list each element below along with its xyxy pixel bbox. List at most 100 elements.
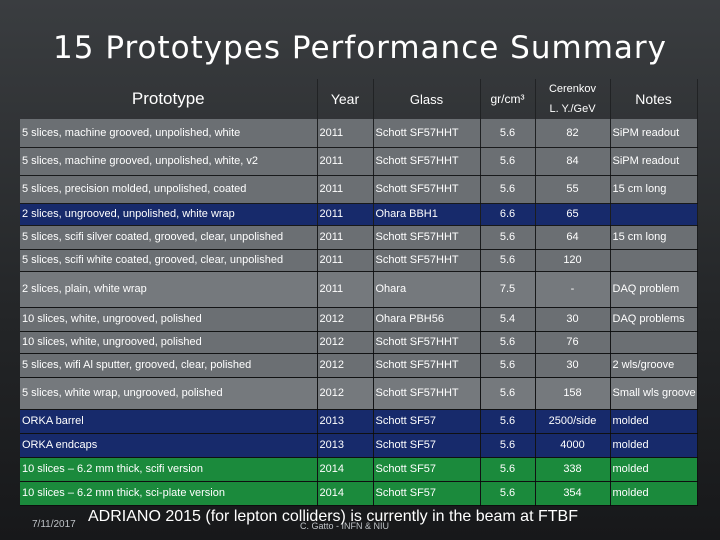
cell-glass: Ohara BBH1 [373,203,481,226]
cell-density: 5.6 [480,175,536,204]
table-row: 5 slices, machine grooved, unpolished, w… [20,119,698,148]
cell-year: 2013 [317,433,374,458]
table-row: 2 slices, plain, white wrap 2011 Ohara 7.5-… [20,271,698,308]
table-row: 5 slices, white wrap, ungrooved, polishe… [20,377,698,410]
table-row: 5 slices, precision molded, unpolished, … [20,175,698,204]
cell-notes [610,249,698,272]
cell-prototype: 5 slices, machine grooved, unpolished, w… [20,119,318,148]
cell-glass: Schott SF57HHT [373,119,481,148]
cell-prototype: 5 slices, white wrap, ungrooved, polishe… [20,377,318,410]
table-body: 5 slices, machine grooved, unpolished, w… [20,119,698,506]
cell-prototype: 5 slices, wifi Al sputter, grooved, clea… [20,353,318,378]
cell-prototype: 10 slices – 6.2 mm thick, scifi version [20,457,318,482]
cell-year: 2013 [317,409,374,434]
cell-density: 5.6 [480,457,536,482]
cell-ly: - [535,271,611,308]
cell-ly: 76 [535,331,611,354]
cell-notes: molded [610,457,698,482]
prototypes-table: Prototype Year Glass gr/cm³ Cerenkov L. … [20,79,698,506]
cell-ly: 120 [535,249,611,272]
cell-year: 2012 [317,331,374,354]
cell-notes: DAQ problem [610,271,698,308]
cell-year: 2012 [317,377,374,410]
cell-prototype: 5 slices, scifi white coated, grooved, c… [20,249,318,272]
table-row: 5 slices, machine grooved, unpolished, w… [20,147,698,176]
cell-year: 2011 [317,119,374,148]
cell-density: 5.6 [480,433,536,458]
slide-title: 15 Prototypes Performance Summary [53,30,667,66]
cell-density: 5.6 [480,377,536,410]
cell-year: 2011 [317,249,374,272]
cell-density: 5.6 [480,353,536,378]
cell-year: 2011 [317,175,374,204]
footer-date: 7/11/2017 [32,519,76,530]
table-row: 5 slices, scifi silver coated, grooved, … [20,225,698,250]
cell-ly: 4000 [535,433,611,458]
cell-ly: 158 [535,377,611,410]
cell-density: 5.6 [480,147,536,176]
cell-year: 2012 [317,307,374,332]
cell-ly: 30 [535,307,611,332]
cell-glass: Schott SF57 [373,481,481,506]
table-row: 5 slices, scifi white coated, grooved, c… [20,249,698,272]
cell-year: 2012 [317,353,374,378]
cell-ly: 354 [535,481,611,506]
cell-glass: Schott SF57HHT [373,353,481,378]
header-glass: Glass [373,79,481,119]
cell-glass: Schott SF57 [373,409,481,434]
header-year: Year [317,79,374,119]
cell-prototype: 5 slices, scifi silver coated, grooved, … [20,225,318,250]
cell-density: 6.6 [480,203,536,226]
cell-density: 5.6 [480,249,536,272]
cell-glass: Ohara [373,271,481,308]
cell-ly: 55 [535,175,611,204]
cell-year: 2011 [317,225,374,250]
cell-prototype: ORKA barrel [20,409,318,434]
cell-notes [610,203,698,226]
cell-ly: 84 [535,147,611,176]
cell-ly: 2500/side [535,409,611,434]
cell-ly: 30 [535,353,611,378]
cell-glass: Schott SF57HHT [373,175,481,204]
cell-glass: Schott SF57 [373,457,481,482]
cell-year: 2011 [317,271,374,308]
cell-notes: molded [610,481,698,506]
footer-main-text: ADRIANO 2015 (for lepton colliders) is c… [88,508,578,525]
table-row: 10 slices, white, ungrooved, polished 201… [20,307,698,332]
cell-notes: molded [610,433,698,458]
table-row: 10 slices – 6.2 mm thick, scifi version 2… [20,457,698,482]
cell-notes [610,331,698,354]
cell-ly: 65 [535,203,611,226]
cell-notes: SiPM readout [610,119,698,148]
cell-year: 2014 [317,481,374,506]
cell-year: 2014 [317,457,374,482]
cell-notes: 15 cm long [610,225,698,250]
cell-prototype: 5 slices, precision molded, unpolished, … [20,175,318,204]
cell-density: 5.6 [480,409,536,434]
table-row: ORKA endcaps 2013 Schott SF57 5.6 4000 molded [20,433,698,458]
cell-density: 5.6 [480,119,536,148]
cell-density: 5.4 [480,307,536,332]
cell-density: 7.5 [480,271,536,308]
header-cerenkov-line2: L. Y./GeV [549,103,596,115]
table-row: 5 slices, wifi Al sputter, grooved, clea… [20,353,698,378]
table-row: ORKA barrel 2013 Schott SF57 5.6 2500/side mo… [20,409,698,434]
cell-glass: Schott SF57 [373,433,481,458]
cell-prototype: 2 slices, plain, white wrap [20,271,318,308]
cell-density: 5.6 [480,481,536,506]
footer-author: C. Gatto - INFN & NIU [300,521,390,531]
cell-prototype: ORKA endcaps [20,433,318,458]
cell-year: 2011 [317,203,374,226]
cell-prototype: 10 slices, white, ungrooved, polished [20,331,318,354]
cell-prototype: 10 slices – 6.2 mm thick, sci-plate vers… [20,481,318,506]
cell-prototype: 5 slices, machine grooved, unpolished, w… [20,147,318,176]
cell-glass: Schott SF57HHT [373,225,481,250]
cell-notes: DAQ problems [610,307,698,332]
cell-ly: 82 [535,119,611,148]
cell-notes: SiPM readout [610,147,698,176]
table-header-row: Prototype Year Glass gr/cm³ Cerenkov L. … [20,79,698,119]
cell-density: 5.6 [480,331,536,354]
cell-glass: Schott SF57HHT [373,377,481,410]
header-notes: Notes [610,79,698,119]
cell-ly: 338 [535,457,611,482]
